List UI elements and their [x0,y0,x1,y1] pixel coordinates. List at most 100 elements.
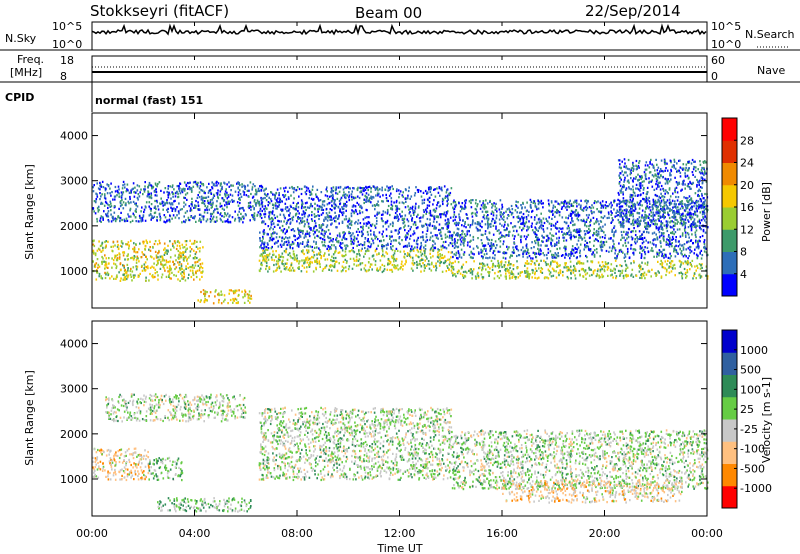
power-cell [313,240,315,243]
power-cell [547,199,550,202]
power-cell [372,239,374,242]
power-cell [183,181,186,184]
power-cell [589,236,591,239]
power-cell [546,227,549,230]
power-cell [386,247,388,250]
power-cell [546,257,548,260]
power-cell [96,271,99,274]
power-cell [440,231,442,234]
power-cell [258,269,261,272]
power-cell [386,212,389,215]
power-cell [283,237,285,240]
power-cell [695,224,697,227]
power-cell [215,204,218,207]
power-cell [414,211,416,214]
power-cell [596,234,599,237]
power-cell [655,233,657,236]
power-cell [452,268,455,271]
power-cell [381,247,383,250]
power-cell [111,257,113,260]
power-cell [283,228,286,231]
power-cell [332,238,334,241]
power-cell [336,234,339,237]
power-cell [592,272,595,275]
power-cell [357,219,360,222]
power-cell [506,234,509,237]
power-cell [293,207,295,210]
power-cell [227,221,229,224]
power-cell [432,255,434,258]
power-cell [269,236,271,240]
power-cell [318,247,320,250]
power-cell [611,228,614,231]
power-cell [340,196,343,199]
power-cell [358,258,361,261]
power-cell [671,238,673,241]
power-cell [133,246,136,249]
power-cell [316,234,318,237]
power-cell [611,217,614,220]
power-cell [438,205,441,208]
power-cell [173,246,175,249]
power-cell [275,207,277,210]
power-cell [395,257,398,261]
power-cell [165,259,168,262]
power-cell [228,289,231,292]
power-cell [190,203,193,206]
power-cell [331,222,333,225]
power-cell [360,268,362,271]
power-cell [307,187,310,190]
power-cell [357,240,359,243]
power-cell [577,215,580,218]
power-cell [409,207,412,210]
power-cell [160,202,162,206]
power-cell [261,205,264,208]
power-cell [660,275,663,278]
power-cell [181,243,184,246]
power-cell [595,201,598,204]
power-cell [197,264,200,267]
power-cell [226,206,228,209]
power-cell [338,215,340,218]
power-cell [421,252,424,255]
power-cell [448,258,451,261]
power-cell [530,206,532,209]
power-cell [634,233,637,237]
power-cell [335,220,337,223]
power-cell [404,235,406,238]
power-cell [119,279,122,282]
nsky-series [91,23,707,36]
power-cell [116,189,119,192]
power-cell [675,244,677,247]
power-cell [574,269,577,272]
power-cell [129,207,132,210]
power-cell [585,205,588,208]
power-cell [220,219,222,222]
power-cell [188,205,191,208]
power-cell [404,263,406,266]
power-cell [468,269,470,272]
power-cell [115,266,118,270]
power-cell [642,272,644,276]
power-cell [409,237,411,240]
power-cell [101,193,103,196]
power-cell [481,262,484,265]
power-cell [199,278,201,281]
power-cell [511,272,514,276]
power-cell [188,186,191,189]
power-cell [599,220,602,223]
power-cell [423,224,425,227]
power-cell [171,217,173,220]
power-cell [674,239,677,242]
power-cell [611,220,613,223]
power-cell [115,265,118,268]
power-cell [575,235,577,238]
power-cell [334,211,336,214]
power-cell [147,186,149,189]
power-cell [160,189,162,192]
power-cell [267,243,269,246]
power-cell [500,235,503,238]
power-cell [345,186,348,189]
power-cell [148,181,151,185]
power-cell [586,272,589,275]
